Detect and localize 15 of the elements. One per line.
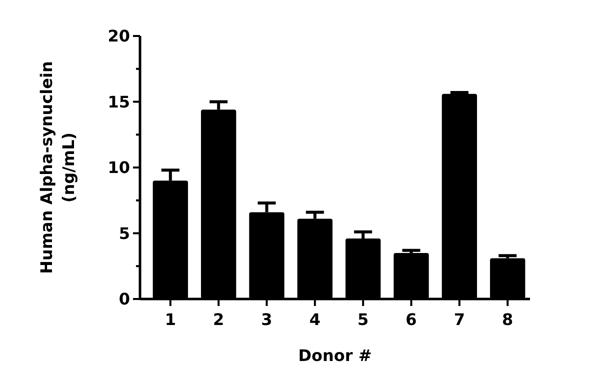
y-tick-label: 15 [108,92,130,112]
x-tick-label: 4 [309,310,320,329]
x-tick-label: 7 [454,310,465,329]
x-tick-label: 2 [213,310,224,329]
x-tick-label: 8 [502,310,514,329]
y-axis-title: Human Alpha-synuclein (ng/mL) [37,61,78,274]
y-tick-label: 10 [108,158,130,178]
y-tick-label: 5 [118,224,130,243]
y-tick-label: 20 [108,26,130,46]
x-axis-title: Donor # [298,346,372,365]
y-tick-label: 0 [118,290,130,309]
x-tick-label: 5 [358,310,369,329]
x-tick-label: 1 [164,310,176,329]
x-tick-label: 3 [261,310,272,329]
x-tick-label: 6 [406,310,417,329]
